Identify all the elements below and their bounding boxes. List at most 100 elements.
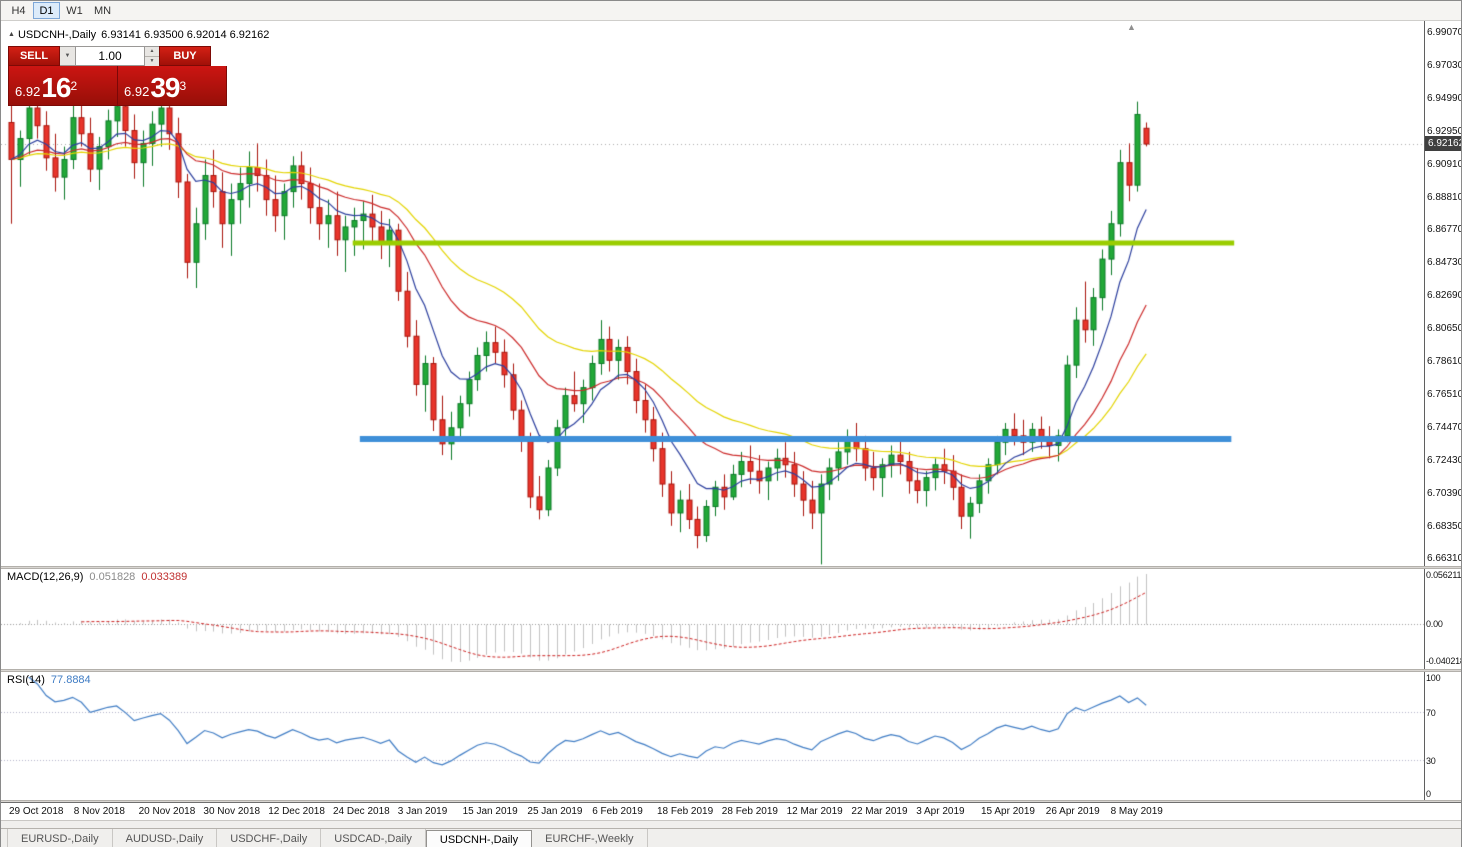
window-chrome-gap [1,820,1461,828]
macd-panel: MACD(12,26,9) 0.051828 0.033389 0.056211 0… [1,569,1461,669]
price-axis-label: 6.74470 [1427,421,1461,433]
price-axis-label: 6.82690 [1427,290,1461,302]
buy-button[interactable]: BUY [159,46,211,66]
symbol-tab-audusd[interactable]: AUDUSD-,Daily [113,829,218,847]
price-axis-label: 6.80650 [1427,323,1461,335]
rsi-axis-label: 0 [1426,789,1431,799]
sell-price-big: 16 [41,72,71,103]
date-axis-label: 20 Nov 2018 [138,806,196,817]
date-axis-label: 30 Nov 2018 [203,806,261,817]
one-click-trading-panel: SELL ▼ ▲ ▼ BUY 6.92 16 2 6.92 39 3 [8,46,227,106]
price-axis-label: 6.78610 [1427,356,1461,367]
chart-header: ▲ USDCNH-,Daily 6.93141 6.93500 6.92014 6.… [8,29,269,41]
price-axis: 6.92162 6.99070 6.97030 6.94990 6.92950 6.90… [1424,21,1461,566]
price-axis-label: 6.76510 [1427,388,1461,400]
date-axis-label: 3 Jan 2019 [397,806,448,817]
rsi-name: RSI(14) [7,674,45,686]
chart-symbol-title: USDCNH-,Daily [17,29,97,41]
price-axis-label: 6.70390 [1427,487,1461,499]
macd-axis-zero: 0.00 [1426,619,1443,630]
date-axis-label: 22 Mar 2019 [851,806,908,817]
date-axis-label: 15 Apr 2019 [981,806,1035,817]
date-axis-label: 12 Dec 2018 [268,806,325,817]
macd-canvas[interactable] [1,569,1425,669]
price-axis-label: 6.88810 [1427,191,1461,203]
timeframe-toolbar: H4 D1 W1 MN [1,1,1461,21]
one-click-prices: 6.92 16 2 6.92 39 3 [8,66,227,106]
date-axis-label: 3 Apr 2019 [916,806,965,817]
price-axis-label: 6.68350 [1427,520,1461,532]
date-axis: 29 Oct 2018 8 Nov 2018 20 Nov 2018 30 Nov 2… [1,802,1461,820]
buy-price-big: 39 [150,72,180,103]
symbol-tab-eurchf[interactable]: EURCHF-,Weekly [532,829,648,847]
chart-ohlc-values: 6.93141 6.93500 6.92014 6.92162 [101,29,270,41]
date-axis-label: 24 Dec 2018 [333,806,390,817]
rsi-panel: RSI(14) 77.8884 100 70 30 0 [1,672,1461,800]
date-axis-label: 26 Apr 2019 [1045,806,1100,817]
volume-spinner: ▲ ▼ [145,46,159,66]
price-axis-label: 6.90910 [1427,158,1461,170]
price-axis-label: 6.94990 [1427,92,1461,104]
chart-tabs: EURUSD-,Daily AUDUSD-,Daily USDCHF-,Daily U… [1,828,1461,847]
volume-spin-down-icon[interactable]: ▼ [145,56,159,66]
macd-signal-value: 0.033389 [141,571,188,583]
date-axis-label: 25 Jan 2019 [527,806,583,817]
timeframe-button-h4[interactable]: H4 [11,5,26,17]
macd-axis-min: -0.040218 [1426,656,1461,666]
symbol-tab-eurusd[interactable]: EURUSD-,Daily [7,829,113,847]
rsi-axis-label: 70 [1426,708,1436,719]
date-axis-label: 28 Feb 2019 [721,806,778,817]
rsi-label: RSI(14) 77.8884 [7,674,91,686]
rsi-axis-label: 100 [1426,673,1441,683]
macd-name: MACD(12,26,9) [7,571,84,583]
panel-splitter[interactable] [1,566,1461,569]
date-axis-label: 6 Feb 2019 [592,806,643,817]
timeframe-button-d1[interactable]: D1 [33,2,60,19]
macd-axis-max: 0.056211 [1426,570,1461,580]
date-axis-label: 8 Nov 2018 [73,806,125,817]
timeframe-button-mn[interactable]: MN [93,5,112,17]
buy-price-sup: 3 [179,79,187,93]
symbol-tab-usdcad[interactable]: USDCAD-,Daily [321,829,426,847]
price-axis-label: 6.66310 [1427,553,1461,565]
macd-axis: 0.056211 0.00 -0.040218 [1424,569,1461,669]
macd-main-value: 0.051828 [89,571,136,583]
date-axis-label: 12 Mar 2019 [786,806,843,817]
current-price-tag: 6.92162 [1425,136,1461,151]
sell-price-sup: 2 [70,79,78,93]
rsi-canvas[interactable] [1,672,1425,800]
sell-price-display[interactable]: 6.92 16 2 [9,66,117,105]
date-axis-label: 29 Oct 2018 [9,806,64,817]
date-axis-label: 15 Jan 2019 [462,806,518,817]
price-axis-label: 6.86770 [1427,224,1461,236]
price-chart-panel: ▲ ▲ USDCNH-,Daily 6.93141 6.93500 6.92014 … [1,21,1461,566]
symbol-tab-usdchf[interactable]: USDCHF-,Daily [217,829,322,847]
price-axis-label: 6.92950 [1427,125,1461,137]
rsi-axis: 100 70 30 0 [1424,672,1461,800]
volume-dropdown-button[interactable]: ▼ [60,46,76,66]
rsi-axis-label: 30 [1426,755,1436,766]
date-axis-label: 8 May 2019 [1110,806,1163,817]
volume-input[interactable] [76,46,145,66]
date-axis-label: 18 Feb 2019 [657,806,714,817]
price-chart-canvas[interactable] [1,21,1425,566]
collapse-arrow-icon[interactable]: ▲ [8,31,15,38]
one-click-controls: SELL ▼ ▲ ▼ BUY [8,46,227,66]
price-axis-label: 6.99070 [1427,27,1461,38]
panel-splitter[interactable] [1,800,1461,802]
buy-price-display[interactable]: 6.92 39 3 [117,66,226,105]
price-axis-label: 6.72430 [1427,454,1461,466]
symbol-tab-usdcnh[interactable]: USDCNH-,Daily [425,830,533,847]
buy-price-prefix: 6.92 [124,84,150,99]
timeframe-button-w1[interactable]: W1 [66,5,83,17]
sell-price-prefix: 6.92 [15,84,41,99]
sell-button[interactable]: SELL [8,46,60,66]
price-axis-label: 6.97030 [1427,59,1461,71]
volume-spin-up-icon[interactable]: ▲ [145,47,159,56]
chart-shift-marker[interactable]: ▲ [1127,22,1136,32]
panel-splitter[interactable] [1,669,1461,672]
macd-label: MACD(12,26,9) 0.051828 0.033389 [7,571,187,583]
rsi-value: 77.8884 [50,674,91,686]
price-axis-label: 6.84730 [1427,257,1461,269]
